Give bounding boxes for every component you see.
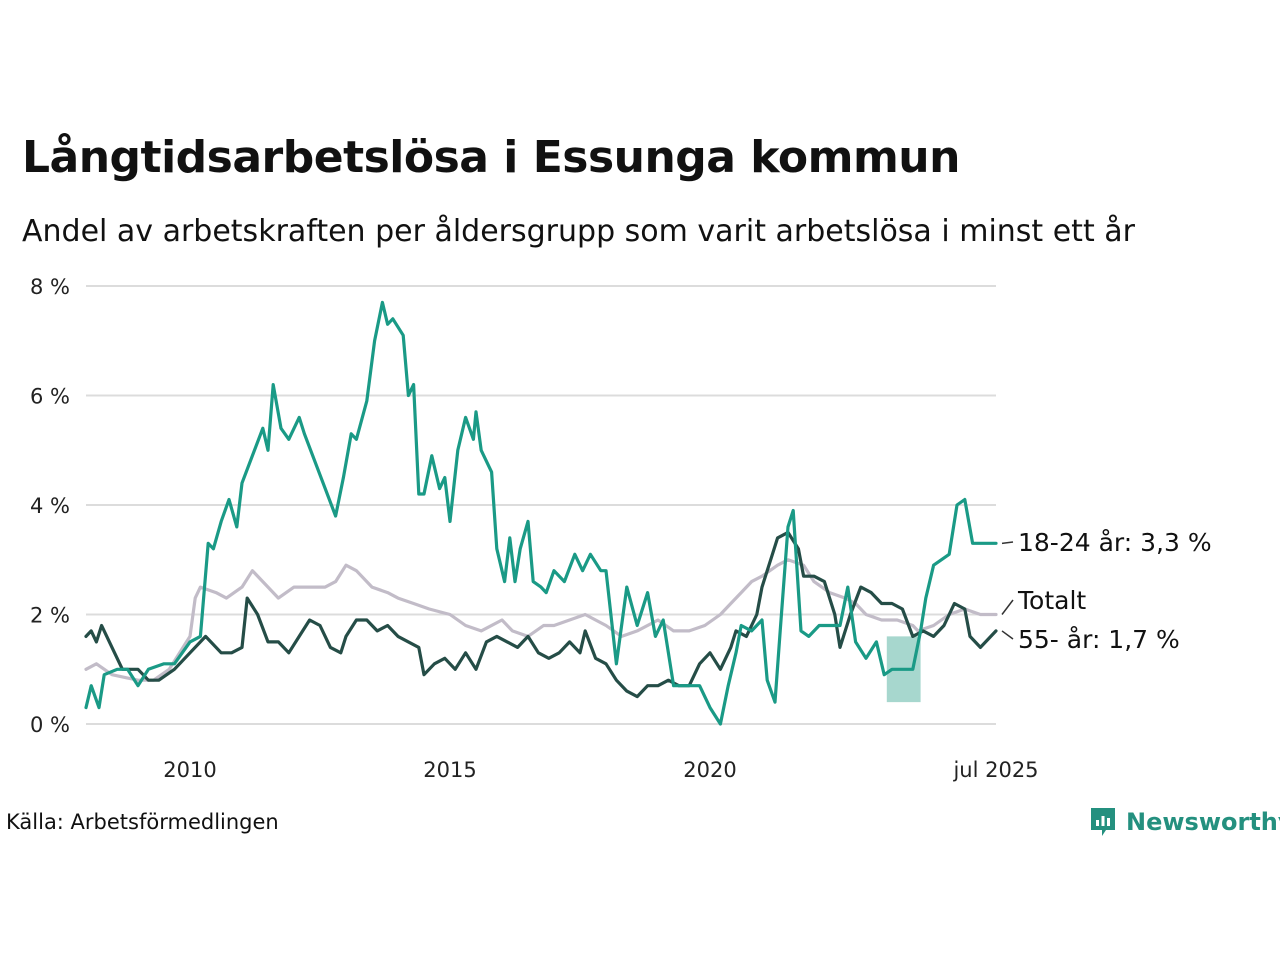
- y-tick-label: 4 %: [30, 494, 70, 518]
- y-tick-label: 2 %: [30, 604, 70, 628]
- leader-line-youth: [1001, 541, 1014, 545]
- newsworthy-logo-text: Newsworthy: [1126, 808, 1280, 836]
- chart-title: Långtidsarbetslösa i Essunga kommun: [22, 132, 960, 183]
- y-tick-label: 6 %: [30, 385, 70, 409]
- chart-subtitle: Andel av arbetskraften per åldersgrupp s…: [22, 214, 1135, 249]
- end-label-total: Totalt: [1017, 586, 1086, 615]
- series-line-youth: [84, 300, 998, 726]
- leader-line-total: [1001, 599, 1014, 615]
- x-tick-label: 2010: [163, 758, 216, 782]
- series-line-total: [84, 558, 998, 682]
- end-label-senior: 55- år: 1,7 %: [1018, 625, 1180, 654]
- y-tick-label: 8 %: [30, 275, 70, 299]
- source-note: Källa: Arbetsförmedlingen: [6, 810, 279, 834]
- newsworthy-logo: Newsworthy: [1088, 804, 1280, 840]
- end-label-youth: 18-24 år: 3,3 %: [1018, 528, 1212, 557]
- x-tick-label: 2015: [423, 758, 476, 782]
- y-tick-label: 0 %: [30, 713, 70, 737]
- series-line-senior: [84, 530, 998, 699]
- x-tick-label: 2020: [683, 758, 736, 782]
- leader-line-senior: [1001, 630, 1014, 640]
- newsworthy-logo-icon: [1091, 808, 1115, 836]
- x-tick-label: jul 2025: [952, 758, 1038, 782]
